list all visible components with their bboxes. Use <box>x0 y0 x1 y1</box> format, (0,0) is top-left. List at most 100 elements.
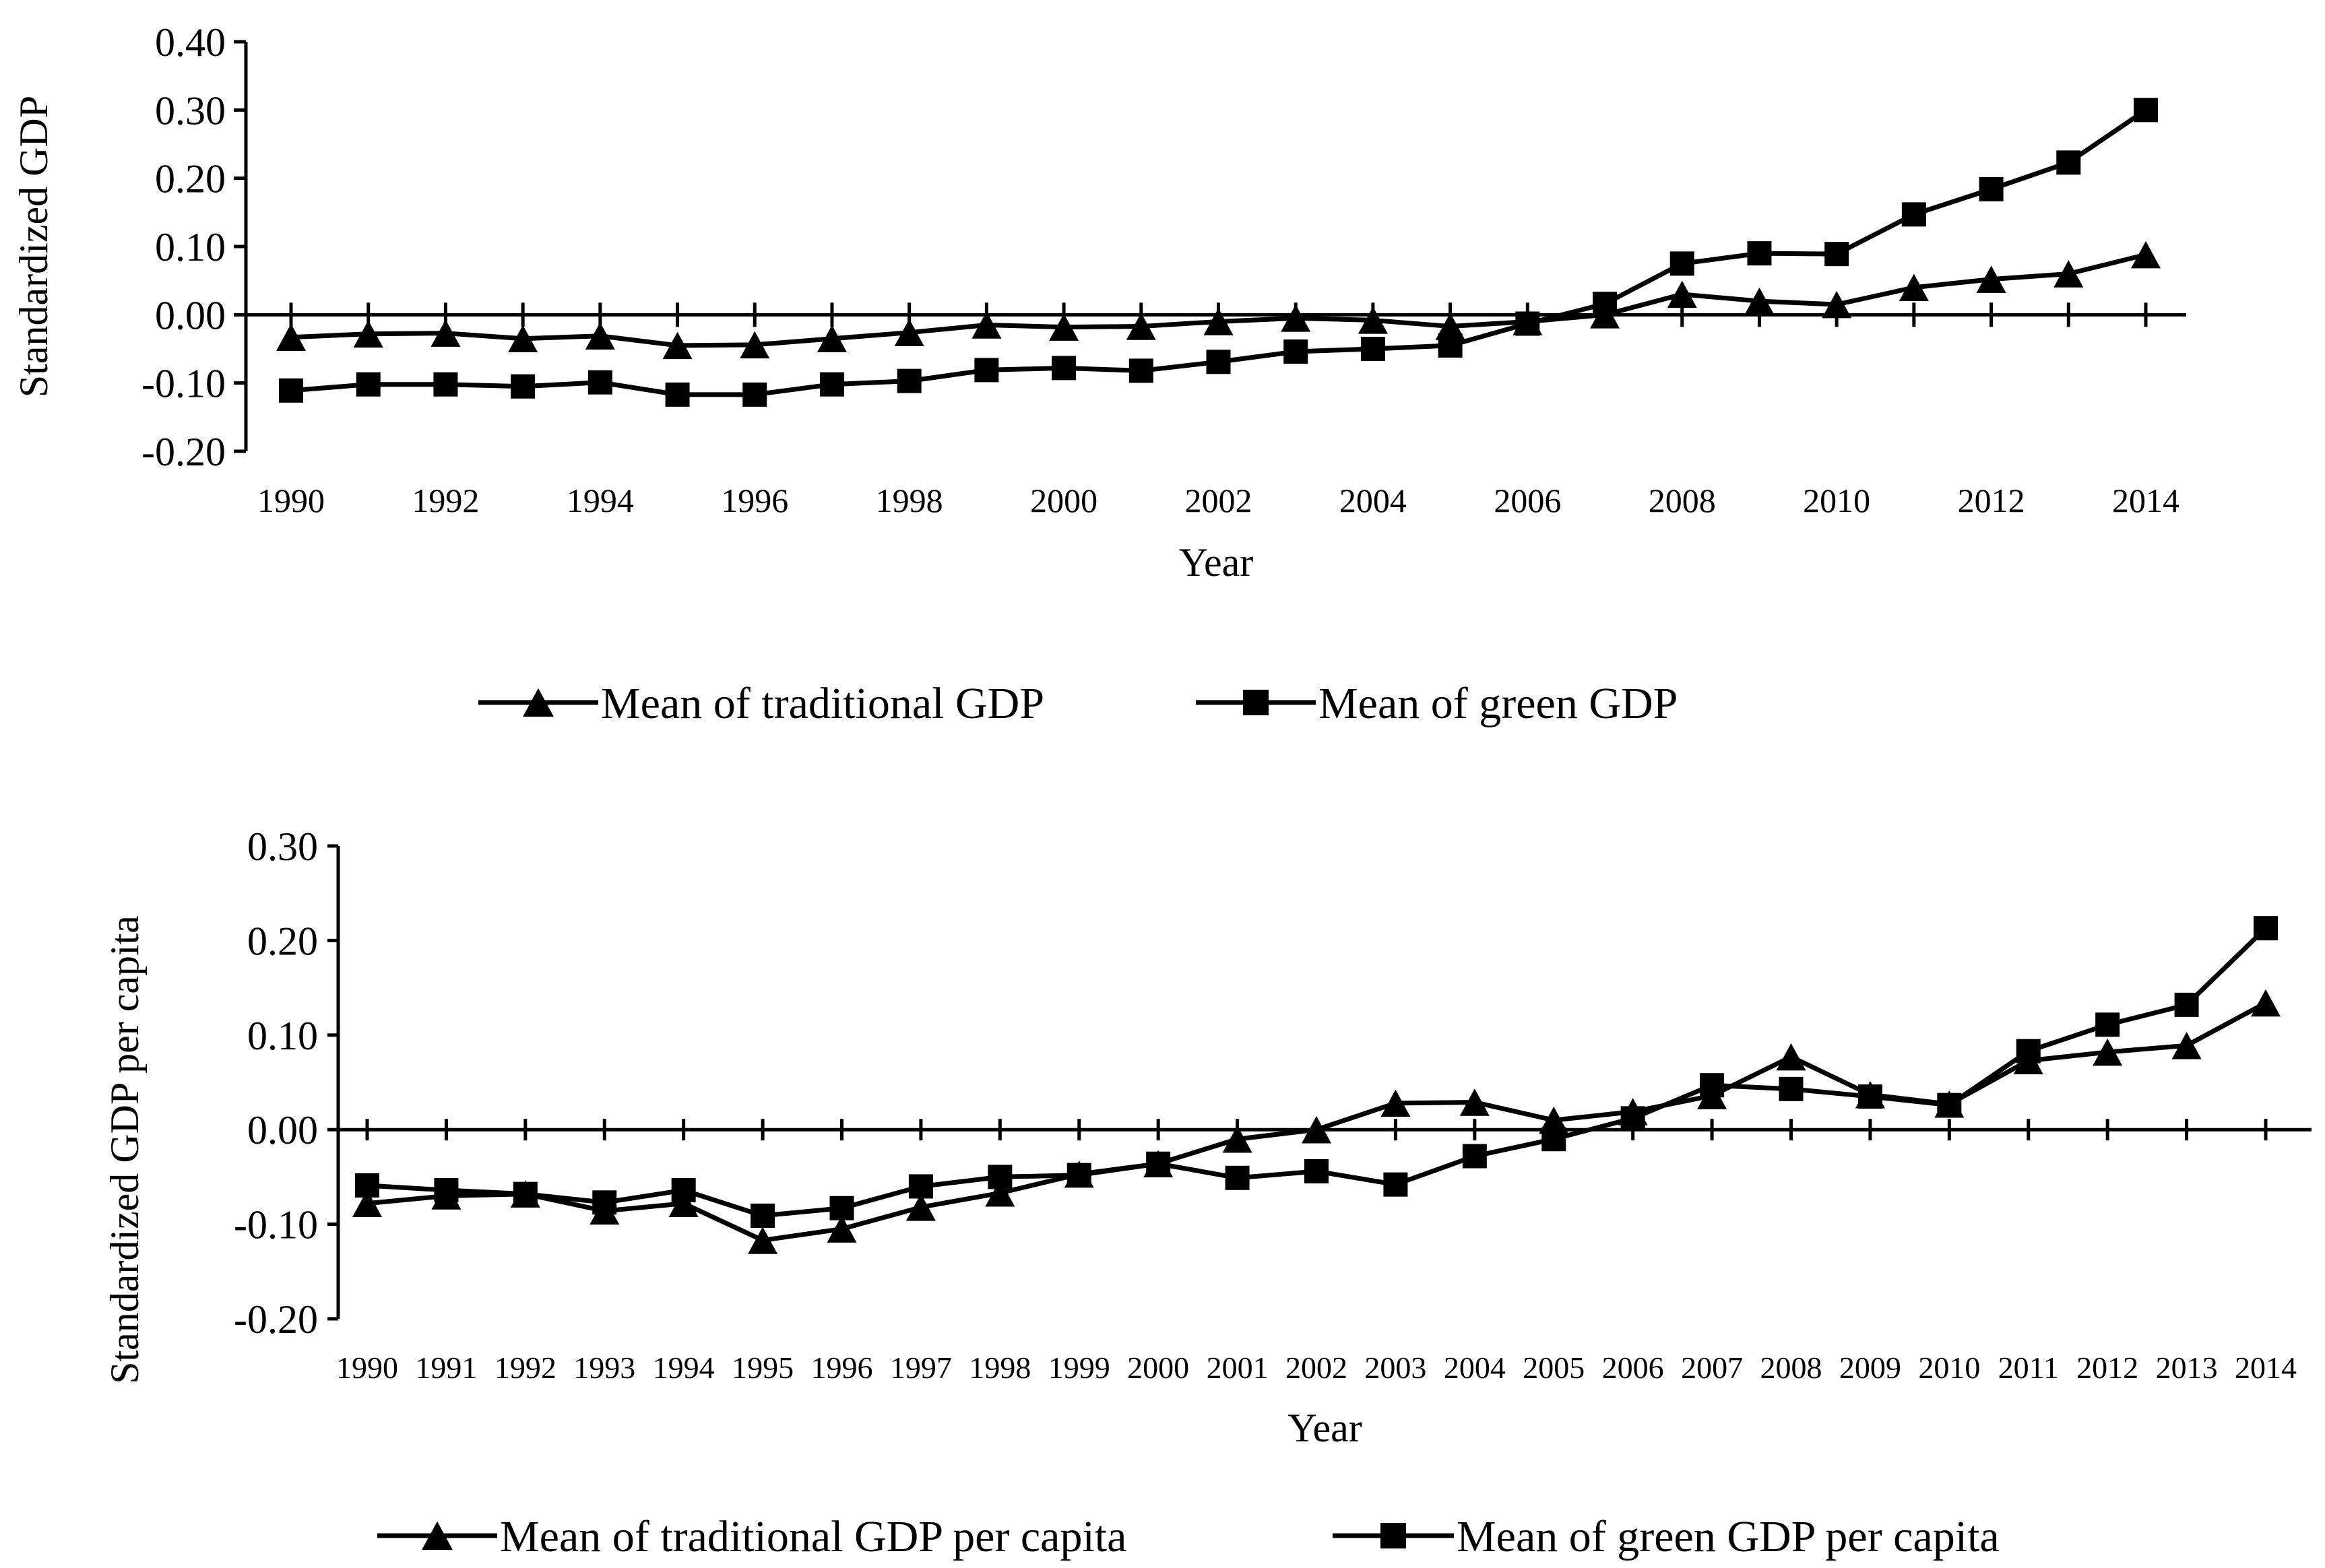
x-tick-label: 1998 <box>876 482 943 519</box>
series-triangle <box>352 989 2281 1254</box>
y-tick-label: 0.10 <box>247 1014 318 1058</box>
data-point-square <box>356 372 381 397</box>
legend-marker-triangle <box>523 688 554 717</box>
data-point-square <box>829 1196 854 1220</box>
data-point-triangle <box>352 1189 382 1217</box>
data-point-triangle <box>972 311 1002 339</box>
x-tick-label: 2007 <box>1681 1350 1743 1385</box>
legend-label: Mean of green GDP <box>1318 679 1678 728</box>
x-tick-label: 1992 <box>412 482 479 519</box>
data-point-square <box>1360 337 1385 361</box>
chart-standardized-gdp: 0.40 0.30 0.20 0.10 0.00 -0.10 -0.20 1990 1992 19… <box>11 20 2186 728</box>
x-tick-label: 2008 <box>1760 1350 1822 1385</box>
data-point-square <box>1052 356 1077 381</box>
x-tick-label: 2010 <box>1803 482 1870 519</box>
x-tick-label: 1995 <box>732 1350 794 1385</box>
data-point-square <box>1541 1127 1566 1152</box>
x-tick-label: 2002 <box>1185 482 1252 519</box>
data-point-square <box>819 372 844 397</box>
data-point-triangle <box>1126 313 1156 340</box>
data-point-square <box>1128 358 1153 383</box>
data-point-triangle <box>276 323 306 352</box>
x-tick-label: 1998 <box>969 1350 1031 1385</box>
x-tick-label: 1990 <box>336 1350 398 1385</box>
data-point-triangle <box>1744 287 1775 315</box>
x-tick-label: 2004 <box>1444 1350 1506 1385</box>
data-point-square <box>1824 242 1849 267</box>
data-point-triangle <box>2131 240 2161 269</box>
x-tick-label: 1992 <box>495 1350 556 1385</box>
series-square <box>279 98 2158 407</box>
data-point-triangle <box>894 319 924 346</box>
y-tick-label: -0.20 <box>234 1297 318 1342</box>
x-tick-label: 2005 <box>1523 1350 1585 1385</box>
data-point-triangle <box>2171 1032 2202 1059</box>
chart-standardized-gdp-per-capita: 0.30 0.20 0.10 0.00 -0.10 -0.20 1990 1991 1992 19… <box>102 824 2312 1561</box>
data-point-square <box>908 1174 933 1199</box>
data-point-square <box>988 1165 1013 1189</box>
y-tick-label: 0.20 <box>247 919 318 963</box>
data-point-triangle <box>1358 306 1388 334</box>
data-point-triangle <box>668 1189 699 1217</box>
data-point-triangle <box>985 1179 1015 1207</box>
x-tick-label: 2000 <box>1127 1350 1189 1385</box>
x-tick-label: 1994 <box>653 1350 715 1385</box>
x-tick-label: 2012 <box>2076 1350 2138 1385</box>
data-point-triangle <box>1281 304 1311 332</box>
data-point-triangle <box>1203 308 1234 335</box>
data-point-triangle <box>353 320 383 348</box>
data-point-square <box>974 358 999 383</box>
y-tick-label: -0.10 <box>234 1203 318 1247</box>
x-axis-title: Year <box>1287 1406 1362 1450</box>
y-tick-label: 0.20 <box>155 157 226 201</box>
legend-label: Mean of traditional GDP per capita <box>500 1512 1126 1561</box>
x-tick-label: 1996 <box>721 482 788 519</box>
data-point-triangle <box>585 322 615 350</box>
data-point-triangle <box>2251 989 2281 1017</box>
data-point-triangle <box>1380 1089 1411 1117</box>
x-tick-label: 2011 <box>1998 1350 2059 1385</box>
y-tick-label: 0.40 <box>155 20 226 65</box>
data-point-square <box>1283 339 1308 364</box>
data-point-square <box>511 374 536 399</box>
data-point-square <box>671 1178 696 1203</box>
data-point-square <box>1593 292 1618 317</box>
data-point-square <box>2174 992 2199 1017</box>
data-point-square <box>1620 1106 1645 1131</box>
data-point-square <box>1438 333 1463 358</box>
x-tick-label: 1997 <box>890 1350 952 1385</box>
data-point-square <box>751 1203 775 1228</box>
legend-marker-square <box>1380 1523 1406 1548</box>
data-point-triangle <box>1776 1043 1806 1071</box>
y-tick-label: 0.10 <box>155 225 226 269</box>
x-tick-label: 2013 <box>2156 1350 2218 1385</box>
data-point-square <box>1225 1165 1250 1190</box>
data-point-square <box>513 1181 538 1206</box>
y-tick-label: -0.10 <box>141 362 226 406</box>
x-tick-label: 1991 <box>415 1350 477 1385</box>
x-tick-label: 2012 <box>1958 482 2025 519</box>
x-tick-label: 2008 <box>1649 482 1716 519</box>
data-point-triangle <box>1302 1115 1331 1144</box>
y-axis-title: Standardized GDP <box>11 96 56 397</box>
x-tick-label: 1994 <box>567 482 634 519</box>
x-tick-label: 2004 <box>1339 482 1407 519</box>
data-point-square <box>2095 1012 2120 1037</box>
data-point-square <box>1066 1163 1091 1187</box>
data-point-triangle <box>1435 313 1465 340</box>
data-point-square <box>279 378 303 403</box>
y-tick-label: 0.30 <box>247 824 318 869</box>
data-point-square <box>587 370 612 395</box>
data-point-square <box>1979 176 2004 201</box>
data-point-square <box>1206 350 1231 374</box>
x-tick-label: 1996 <box>811 1350 873 1385</box>
x-axis-title: Year <box>1179 540 1254 585</box>
data-point-square <box>2134 98 2158 123</box>
data-point-triangle <box>1667 280 1697 308</box>
legend-marker-triangle <box>422 1521 453 1550</box>
data-point-square <box>2056 150 2081 175</box>
x-tick-label: 2006 <box>1602 1350 1664 1385</box>
data-point-triangle <box>1822 290 1852 319</box>
data-point-square <box>433 372 458 397</box>
